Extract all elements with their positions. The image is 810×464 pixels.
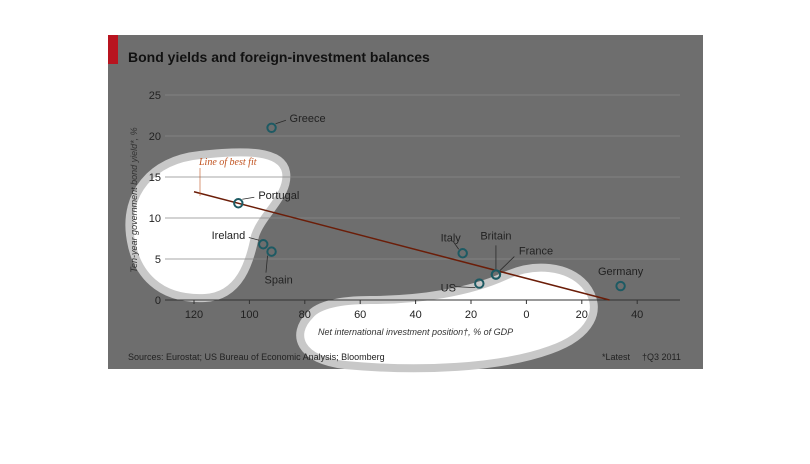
x-tick-label: 60 xyxy=(354,309,366,321)
sources-note: Sources: Eurostat; US Bureau of Economic… xyxy=(128,352,385,362)
x-tick-label: 20 xyxy=(576,309,588,321)
footnote-latest: *Latest xyxy=(602,352,631,362)
point-france xyxy=(490,269,502,280)
point-labels: Greece Portugal Ireland Spain Italy Britain Fr… xyxy=(212,113,644,295)
y-tick-label: 5 xyxy=(155,254,161,266)
x-axis-label: Net international investment position†, … xyxy=(318,327,513,337)
x-tick-label: 100 xyxy=(240,309,258,321)
leader-ireland xyxy=(248,237,260,241)
point-us xyxy=(474,278,485,289)
y-tick-label: 20 xyxy=(149,131,161,143)
footnote-q3: †Q3 2011 xyxy=(642,352,681,362)
x-tick-label: 120 xyxy=(185,309,203,321)
point-label-germany: Germany xyxy=(598,266,644,278)
leader-us xyxy=(454,286,476,288)
point-label-greece: Greece xyxy=(290,113,326,125)
leader-portugal xyxy=(242,196,255,200)
point-ireland xyxy=(258,239,269,250)
y-tick-labels: 0 5 10 15 20 25 xyxy=(149,90,161,307)
x-tick-label: 40 xyxy=(409,309,421,321)
x-tick-labels: 120 100 80 60 40 20 0 20 40 xyxy=(185,309,644,321)
x-tick-label: 20 xyxy=(465,309,477,321)
line-of-best-fit xyxy=(193,191,610,301)
y-tick-label: 15 xyxy=(149,172,161,184)
point-label-ireland: Ireland xyxy=(212,230,246,242)
leader-italy xyxy=(452,241,460,250)
leader-greece xyxy=(275,119,287,125)
point-label-spain: Spain xyxy=(265,275,293,287)
chart-title: Bond yields and foreign-investment balan… xyxy=(128,49,430,65)
point-greece xyxy=(266,122,277,134)
point-germany xyxy=(615,280,626,292)
point-label-britain: Britain xyxy=(480,231,511,243)
data-points xyxy=(233,122,626,292)
point-label-portugal: Portugal xyxy=(258,190,299,202)
point-spain xyxy=(266,246,277,257)
accent-bar xyxy=(108,35,118,64)
leader-spain xyxy=(265,255,268,273)
leader-france xyxy=(499,256,515,271)
point-portugal xyxy=(233,198,244,209)
highlight-blob-left xyxy=(125,148,291,303)
fit-line-label: Line of best fit xyxy=(198,157,257,168)
point-label-france: France xyxy=(519,246,553,258)
grid xyxy=(165,94,680,304)
point-label-italy: Italy xyxy=(441,232,462,244)
y-axis-label: Ten-year government bond yield*, % xyxy=(129,127,139,272)
point-label-us: US xyxy=(441,283,456,295)
x-tick-label: 0 xyxy=(523,309,529,321)
y-tick-label: 0 xyxy=(155,295,161,307)
point-italy xyxy=(457,248,468,259)
point-leaders xyxy=(242,119,515,288)
x-tick-label: 40 xyxy=(631,309,643,321)
y-tick-label: 25 xyxy=(149,90,161,102)
x-tick-label: 80 xyxy=(299,309,311,321)
y-tick-label: 10 xyxy=(149,213,161,225)
